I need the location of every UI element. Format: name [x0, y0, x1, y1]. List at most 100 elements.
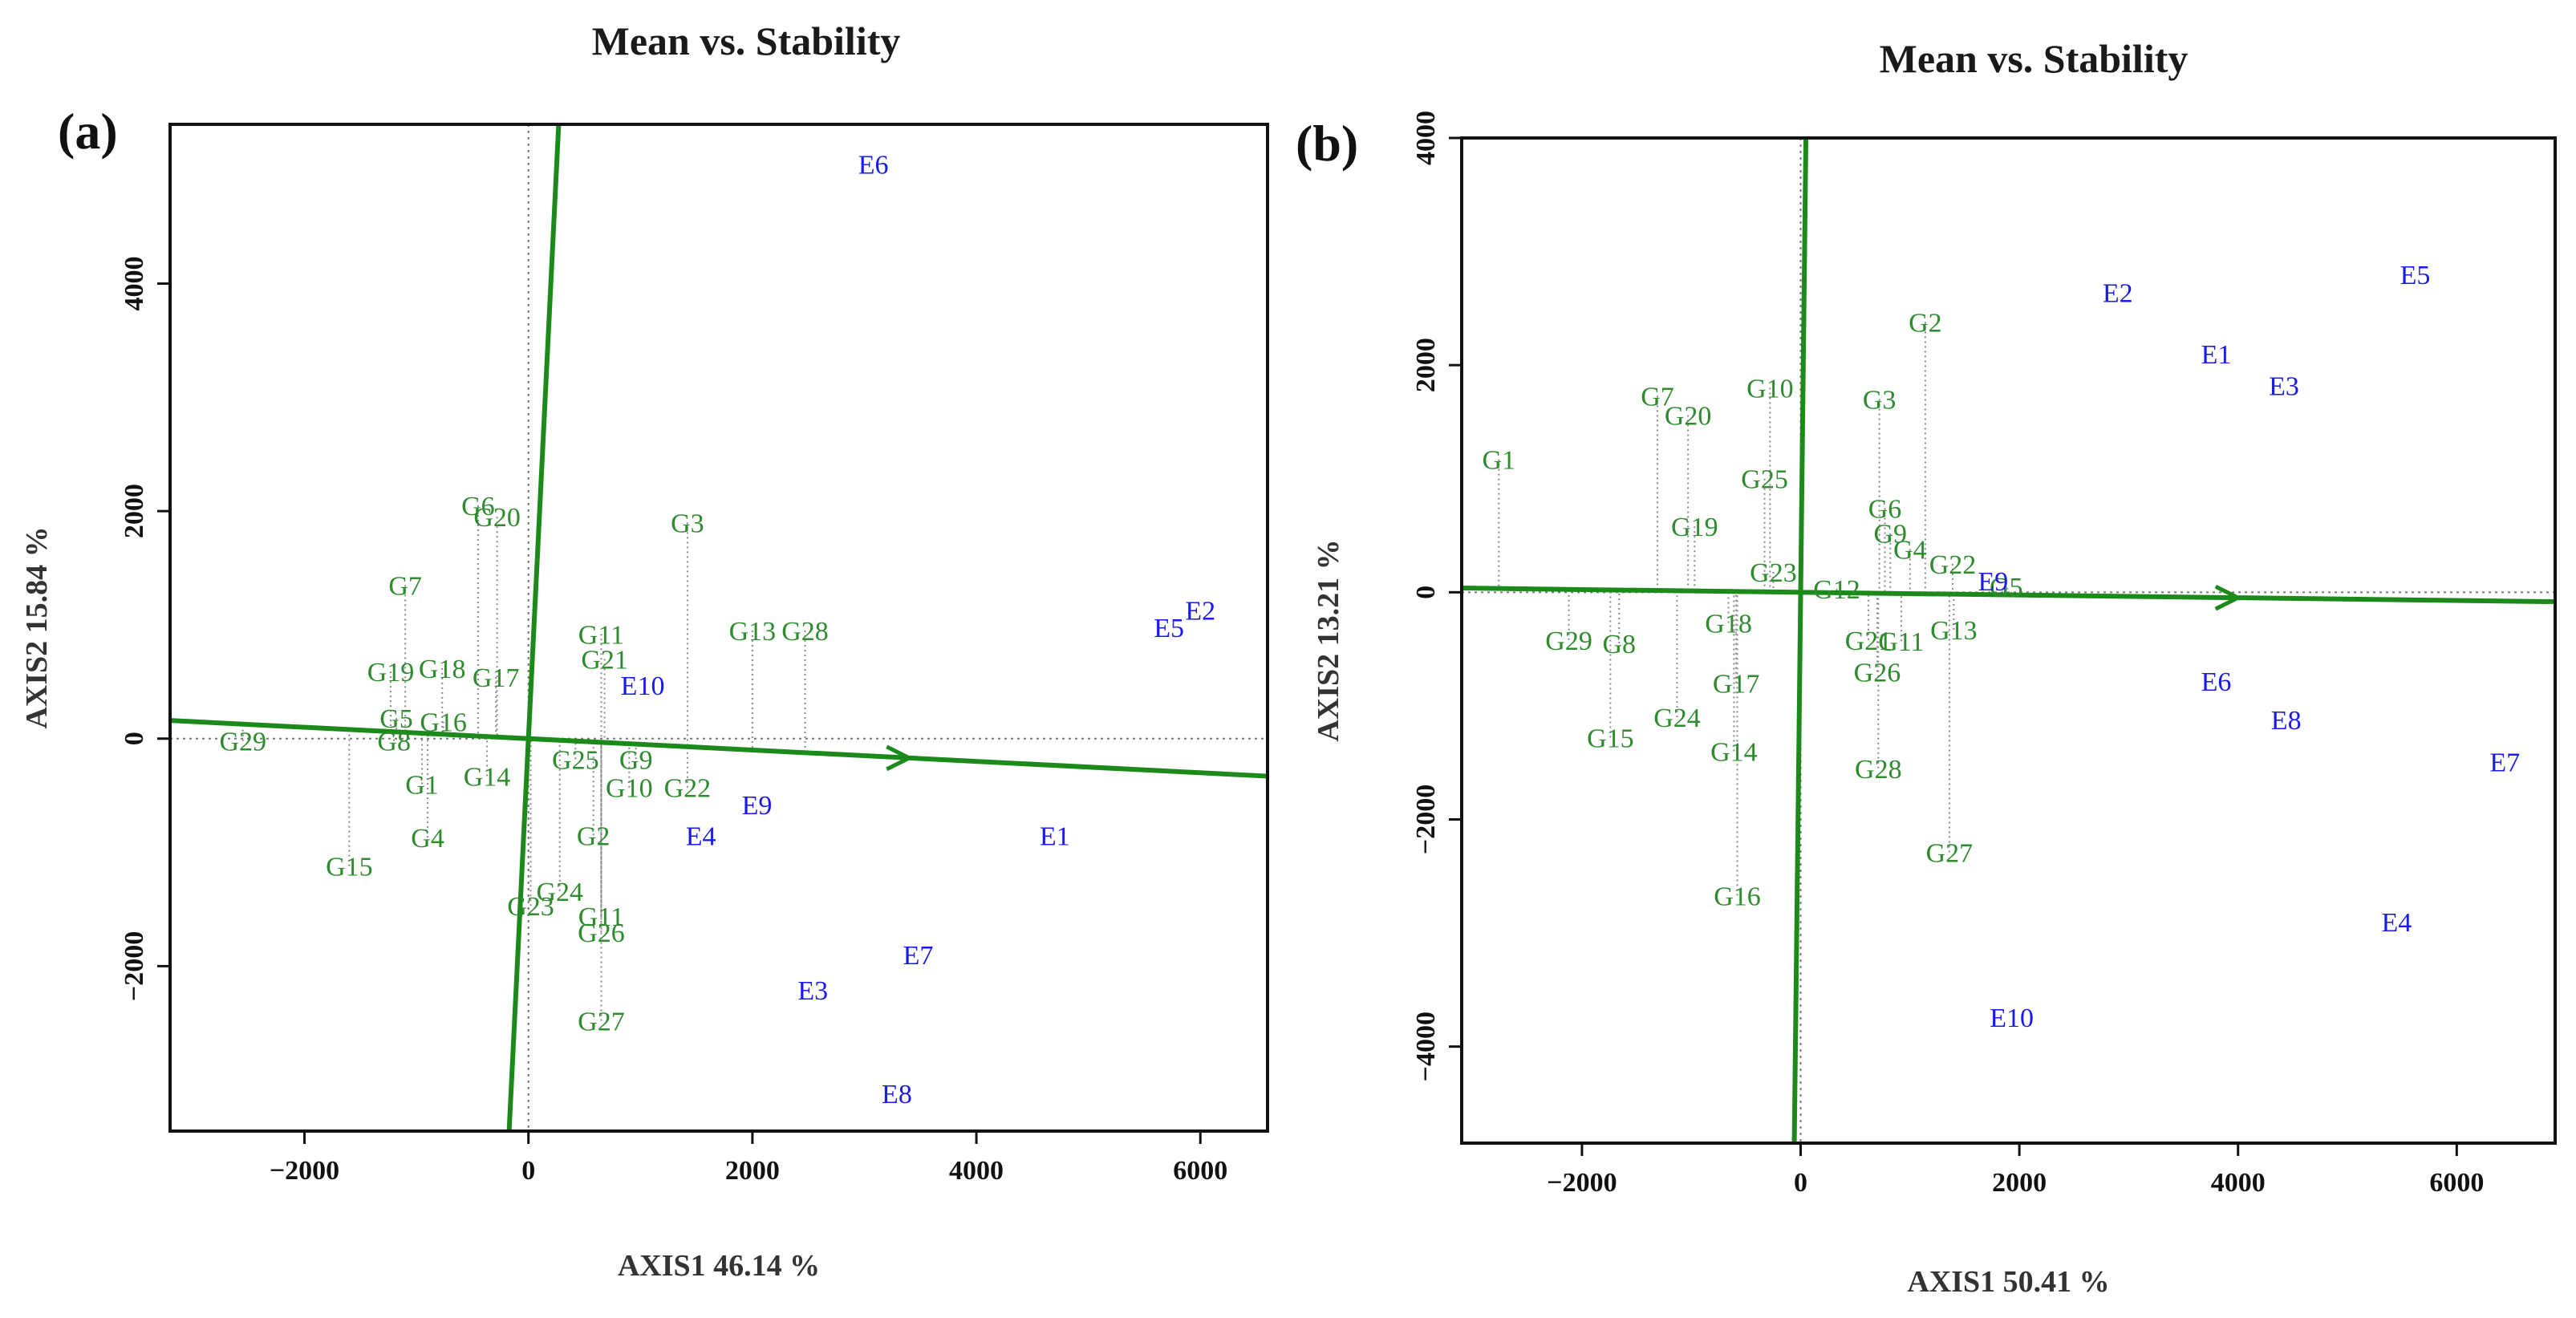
- genotype-point-label: G24: [1653, 704, 1701, 733]
- aec-ordinate-line: [506, 124, 562, 1132]
- genotype-point-label: G2: [577, 821, 611, 851]
- genotype-point-label: G18: [1705, 610, 1752, 639]
- aec-arrow: [886, 744, 914, 772]
- genotype-point-label: G12: [1813, 575, 1860, 605]
- genotype-point-label: G16: [1714, 882, 1761, 911]
- x-tick-label: 4000: [2211, 1168, 2266, 1198]
- x-axis-label: AXIS1 50.41 %: [1907, 1265, 2109, 1299]
- genotype-point-label: G10: [606, 774, 653, 804]
- plot-frame: [1460, 136, 2557, 1145]
- genotype-point-label: G21: [581, 645, 628, 675]
- environment-point-label: E8: [2271, 706, 2302, 736]
- x-tick-label: 6000: [1173, 1156, 1227, 1186]
- y-tick-label: 4000: [120, 257, 149, 311]
- genotype-point-label: G2: [1909, 308, 1942, 338]
- genotype-point-label: G5: [379, 704, 413, 734]
- genotype-point-label: G24: [536, 878, 583, 907]
- panel-label: (a): [58, 103, 118, 160]
- genotype-point-label: G14: [1710, 738, 1758, 768]
- panel-b: Mean vs. Stability (b) −2000 0 2000 4000 6000 −…: [1296, 36, 2557, 1299]
- genotype-point-label: G20: [1665, 401, 1712, 431]
- genotype-point-label: G3: [1863, 386, 1897, 416]
- genotype-point-label: G21: [1845, 627, 1892, 656]
- genotype-point-label: G1: [405, 770, 439, 800]
- environment-point-label: E1: [2201, 340, 2232, 370]
- x-tick-label: 2000: [725, 1156, 780, 1186]
- genotype-point-label: G28: [1855, 755, 1902, 785]
- genotype-point-label: G11: [578, 620, 624, 650]
- genotype-point-label: G16: [420, 708, 467, 737]
- plot-frame: [168, 123, 1269, 1133]
- y-tick-label: −2000: [120, 931, 149, 1001]
- genotype-point-label: G11: [578, 902, 624, 932]
- genotype-point-label: G8: [1602, 630, 1636, 659]
- genotype-point-label: G18: [419, 655, 466, 684]
- environment-point-label: E4: [2381, 908, 2412, 938]
- genotype-point-label: G19: [1671, 513, 1718, 542]
- genotype-point-label: G17: [1713, 670, 1760, 700]
- genotype-point-label: G4: [411, 824, 444, 854]
- genotype-point-label: G14: [464, 763, 511, 793]
- environment-point-label: E7: [2489, 748, 2520, 777]
- x-tick-label: −2000: [1547, 1168, 1617, 1198]
- aec-ordinate-line: [1791, 137, 1809, 1144]
- aec-arrow: [2214, 584, 2243, 611]
- genotype-point-label: G26: [578, 919, 625, 948]
- genotype-point-label: G25: [552, 745, 599, 775]
- x-tick-label: 2000: [1992, 1168, 2047, 1198]
- genotype-point-label: G25: [1741, 465, 1788, 495]
- x-tick-label: 0: [521, 1156, 535, 1186]
- environment-point-label: E5: [2400, 261, 2431, 290]
- y-tick-label: 2000: [120, 484, 149, 538]
- genotype-point-label: G6: [1868, 495, 1902, 525]
- genotype-point-label: G26: [1854, 658, 1901, 687]
- genotype-point-label: G9: [619, 745, 653, 775]
- chart-title: Mean vs. Stability: [592, 18, 901, 63]
- genotype-point-label: G28: [781, 617, 829, 647]
- environment-point-label: E3: [2269, 372, 2299, 402]
- genotype-point-label: G1: [1483, 446, 1516, 476]
- environment-point-label: E5: [1154, 614, 1184, 643]
- genotype-point-label: G20: [473, 503, 521, 533]
- x-tick-label: 0: [1794, 1168, 1807, 1198]
- genotype-point-label: G9: [1874, 520, 1908, 550]
- panel-a: Mean vs. Stability (a) −2000 0 2000 4000 6000 −…: [20, 18, 1269, 1283]
- genotype-point-label: G13: [1930, 616, 1978, 646]
- genotype-point-label: G29: [219, 728, 266, 757]
- aec-abscissa-line: [169, 718, 1268, 779]
- genotype-point-label: G6: [461, 492, 495, 521]
- genotype-point-label: G22: [1929, 550, 1977, 580]
- y-tick-label: 4000: [1411, 111, 1441, 165]
- y-tick-label: 0: [1411, 586, 1441, 599]
- genotype-point-label: G3: [671, 509, 704, 538]
- environment-point-label: E3: [797, 976, 828, 1006]
- environment-point-label: E6: [2201, 667, 2232, 697]
- genotype-point-label: G27: [578, 1007, 625, 1036]
- genotype-point-label: G22: [664, 774, 712, 804]
- x-tick-label: 4000: [949, 1156, 1004, 1186]
- environment-point-label: E7: [903, 941, 934, 971]
- environment-point-label: E2: [2103, 279, 2133, 309]
- genotype-point-label: G19: [367, 658, 415, 687]
- genotype-point-label: G11: [1878, 627, 1924, 657]
- genotype-point-label: G13: [729, 617, 777, 647]
- genotype-point-label: G10: [1746, 374, 1794, 404]
- x-tick-label: −2000: [270, 1156, 339, 1186]
- y-tick-label: 0: [120, 732, 149, 745]
- environment-point-label: E9: [742, 791, 773, 821]
- environment-point-label: E4: [686, 821, 716, 851]
- genotype-point-label: G4: [1893, 536, 1927, 566]
- y-tick-label: 2000: [1411, 338, 1441, 392]
- panel-label: (b): [1296, 115, 1358, 172]
- y-tick-label: −4000: [1411, 1012, 1441, 1081]
- aec-abscissa-line: [1461, 586, 2556, 605]
- environment-point-label: E2: [1185, 597, 1215, 627]
- environment-point-label: E10: [621, 671, 665, 701]
- y-tick-label: −2000: [1411, 785, 1441, 854]
- environment-point-label: E1: [1040, 821, 1070, 851]
- chart-title: Mean vs. Stability: [1880, 36, 2189, 81]
- environment-point-label: E6: [858, 151, 889, 180]
- environment-point-label: E9: [1978, 567, 2009, 597]
- environment-point-label: E10: [1990, 1004, 2034, 1033]
